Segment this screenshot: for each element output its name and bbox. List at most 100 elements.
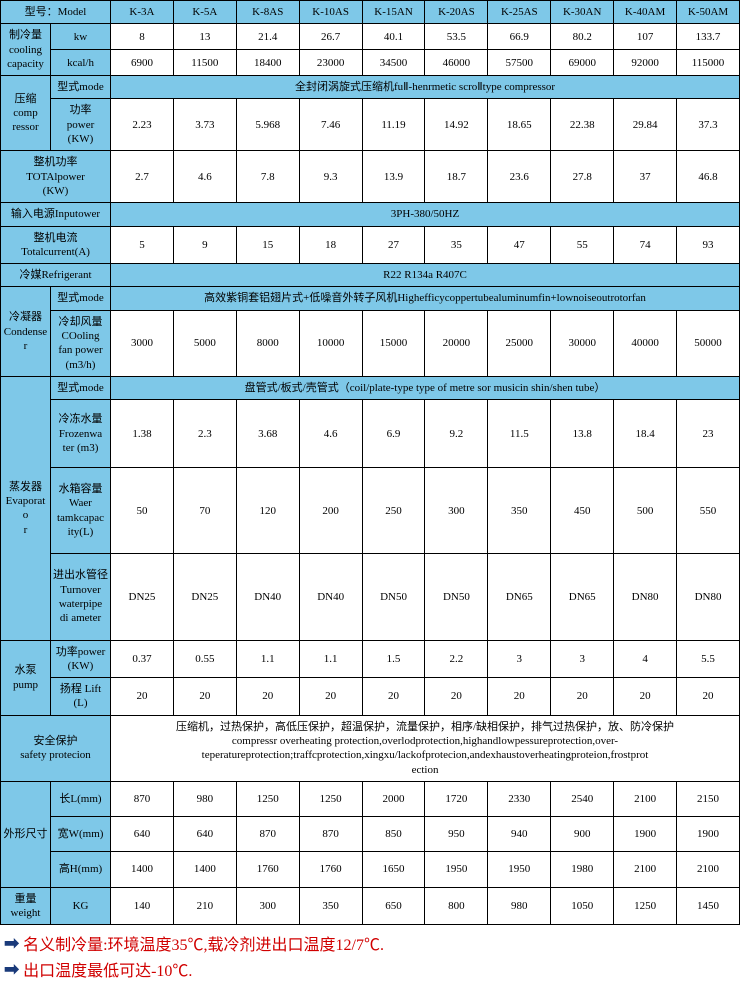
pump-power: 3 <box>488 640 551 678</box>
cooling-kw: 133.7 <box>677 24 740 50</box>
model-col: K-50AM <box>677 1 740 24</box>
evaporator-tank: 200 <box>299 468 362 554</box>
cooling-kw: 8 <box>111 24 174 50</box>
weight: 650 <box>362 887 425 925</box>
note-2: ➡ 出口温度最低可达-10℃. <box>4 957 740 981</box>
pump-power: 1.1 <box>299 640 362 678</box>
compressor-power: 3.73 <box>173 99 236 151</box>
pump-power: 4 <box>614 640 677 678</box>
arrow-icon: ➡ <box>4 933 19 954</box>
pump-lift: 20 <box>236 678 299 716</box>
pump-lift: 20 <box>111 678 174 716</box>
dims-l: 2100 <box>614 781 677 816</box>
pump-power: 0.37 <box>111 640 174 678</box>
note-1: ➡ 名义制冷量:环境温度35℃,载冷剂进出口温度12/7℃. <box>4 931 740 955</box>
dims-w: 900 <box>551 817 614 852</box>
dims-w: 1900 <box>677 817 740 852</box>
evaporator-tank: 120 <box>236 468 299 554</box>
total-current: 18 <box>299 226 362 264</box>
dims-h-label: 高H(mm) <box>51 852 111 887</box>
compressor-power: 37.3 <box>677 99 740 151</box>
cooling-kw-label: kw <box>51 24 111 50</box>
evaporator-tank: 550 <box>677 468 740 554</box>
weight: 300 <box>236 887 299 925</box>
cooling-kw: 40.1 <box>362 24 425 50</box>
cooling-kw: 26.7 <box>299 24 362 50</box>
total-current: 93 <box>677 226 740 264</box>
dims-h: 1980 <box>551 852 614 887</box>
condenser-fan: 5000 <box>173 310 236 376</box>
evaporator-frozen: 13.8 <box>551 400 614 468</box>
condenser-fan: 20000 <box>425 310 488 376</box>
pump-lift: 20 <box>173 678 236 716</box>
refrigerant-text: R22 R134a R407C <box>111 264 740 287</box>
total-power: 23.6 <box>488 151 551 203</box>
model-col: K-30AN <box>551 1 614 24</box>
total-current: 55 <box>551 226 614 264</box>
evaporator-pipe: DN50 <box>425 554 488 640</box>
total-current: 74 <box>614 226 677 264</box>
dims-h: 1400 <box>111 852 174 887</box>
dims-l: 2540 <box>551 781 614 816</box>
evaporator-frozen: 11.5 <box>488 400 551 468</box>
model-col: K-15AN <box>362 1 425 24</box>
evaporator-tank: 300 <box>425 468 488 554</box>
compressor-power: 5.968 <box>236 99 299 151</box>
total-power: 27.8 <box>551 151 614 203</box>
evaporator-pipe: DN65 <box>488 554 551 640</box>
dims-w: 950 <box>425 817 488 852</box>
compressor-power: 14.92 <box>425 99 488 151</box>
pump-lift: 20 <box>551 678 614 716</box>
total-current: 15 <box>236 226 299 264</box>
condenser-fan: 30000 <box>551 310 614 376</box>
evaporator-frozen: 2.3 <box>173 400 236 468</box>
weight: 1450 <box>677 887 740 925</box>
condenser-mode-label: 型式mode <box>51 287 111 310</box>
arrow-icon: ➡ <box>4 959 19 980</box>
pump-power: 3 <box>551 640 614 678</box>
dims-l: 1720 <box>425 781 488 816</box>
spec-table: 型号：Model K-3A K-5A K-8AS K-10AS K-15AN K… <box>0 0 740 925</box>
cooling-kcal-label: kcal/h <box>51 50 111 76</box>
total-current: 35 <box>425 226 488 264</box>
pump-power: 1.1 <box>236 640 299 678</box>
weight: 980 <box>488 887 551 925</box>
refrigerant-label: 冷媒Refrigerant <box>1 264 111 287</box>
weight: 350 <box>299 887 362 925</box>
evaporator-pipe-label: 进出水管径 Turnover waterpipe di ameter <box>51 554 111 640</box>
note-2-text: 出口温度最低可达-10℃. <box>23 957 192 981</box>
cooling-kcal: 18400 <box>236 50 299 76</box>
footer-notes: ➡ 名义制冷量:环境温度35℃,载冷剂进出口温度12/7℃. ➡ 出口温度最低可… <box>0 931 740 981</box>
cooling-kw: 21.4 <box>236 24 299 50</box>
pump-lift: 20 <box>299 678 362 716</box>
total-power: 13.9 <box>362 151 425 203</box>
cooling-kcal: 46000 <box>425 50 488 76</box>
pump-lift-label: 扬程 Lift (L) <box>51 678 111 716</box>
pump-lift: 20 <box>425 678 488 716</box>
dims-w: 940 <box>488 817 551 852</box>
pump-power: 0.55 <box>173 640 236 678</box>
cooling-group: 制冷量 cooling capacity <box>1 24 51 76</box>
model-col: K-8AS <box>236 1 299 24</box>
cooling-kcal: 69000 <box>551 50 614 76</box>
input-power-text: 3PH-380/50HZ <box>111 203 740 226</box>
evaporator-pipe: DN25 <box>111 554 174 640</box>
dims-l: 2330 <box>488 781 551 816</box>
compressor-power: 22.38 <box>551 99 614 151</box>
dims-w: 870 <box>236 817 299 852</box>
compressor-power: 2.23 <box>111 99 174 151</box>
dims-h: 1760 <box>236 852 299 887</box>
pump-power: 2.2 <box>425 640 488 678</box>
pump-lift: 20 <box>362 678 425 716</box>
cooling-kcal: 6900 <box>111 50 174 76</box>
evaporator-pipe: DN50 <box>362 554 425 640</box>
total-power: 9.3 <box>299 151 362 203</box>
cooling-kw: 13 <box>173 24 236 50</box>
condenser-fan: 3000 <box>111 310 174 376</box>
evaporator-frozen: 18.4 <box>614 400 677 468</box>
evaporator-mode-text: 盘管式/板式/壳管式（coil/plate-type type of metre… <box>111 376 740 399</box>
cooling-kcal: 34500 <box>362 50 425 76</box>
compressor-group: 压缩 comp ressor <box>1 76 51 151</box>
weight: 1250 <box>614 887 677 925</box>
model-label: 型号：Model <box>1 1 111 24</box>
